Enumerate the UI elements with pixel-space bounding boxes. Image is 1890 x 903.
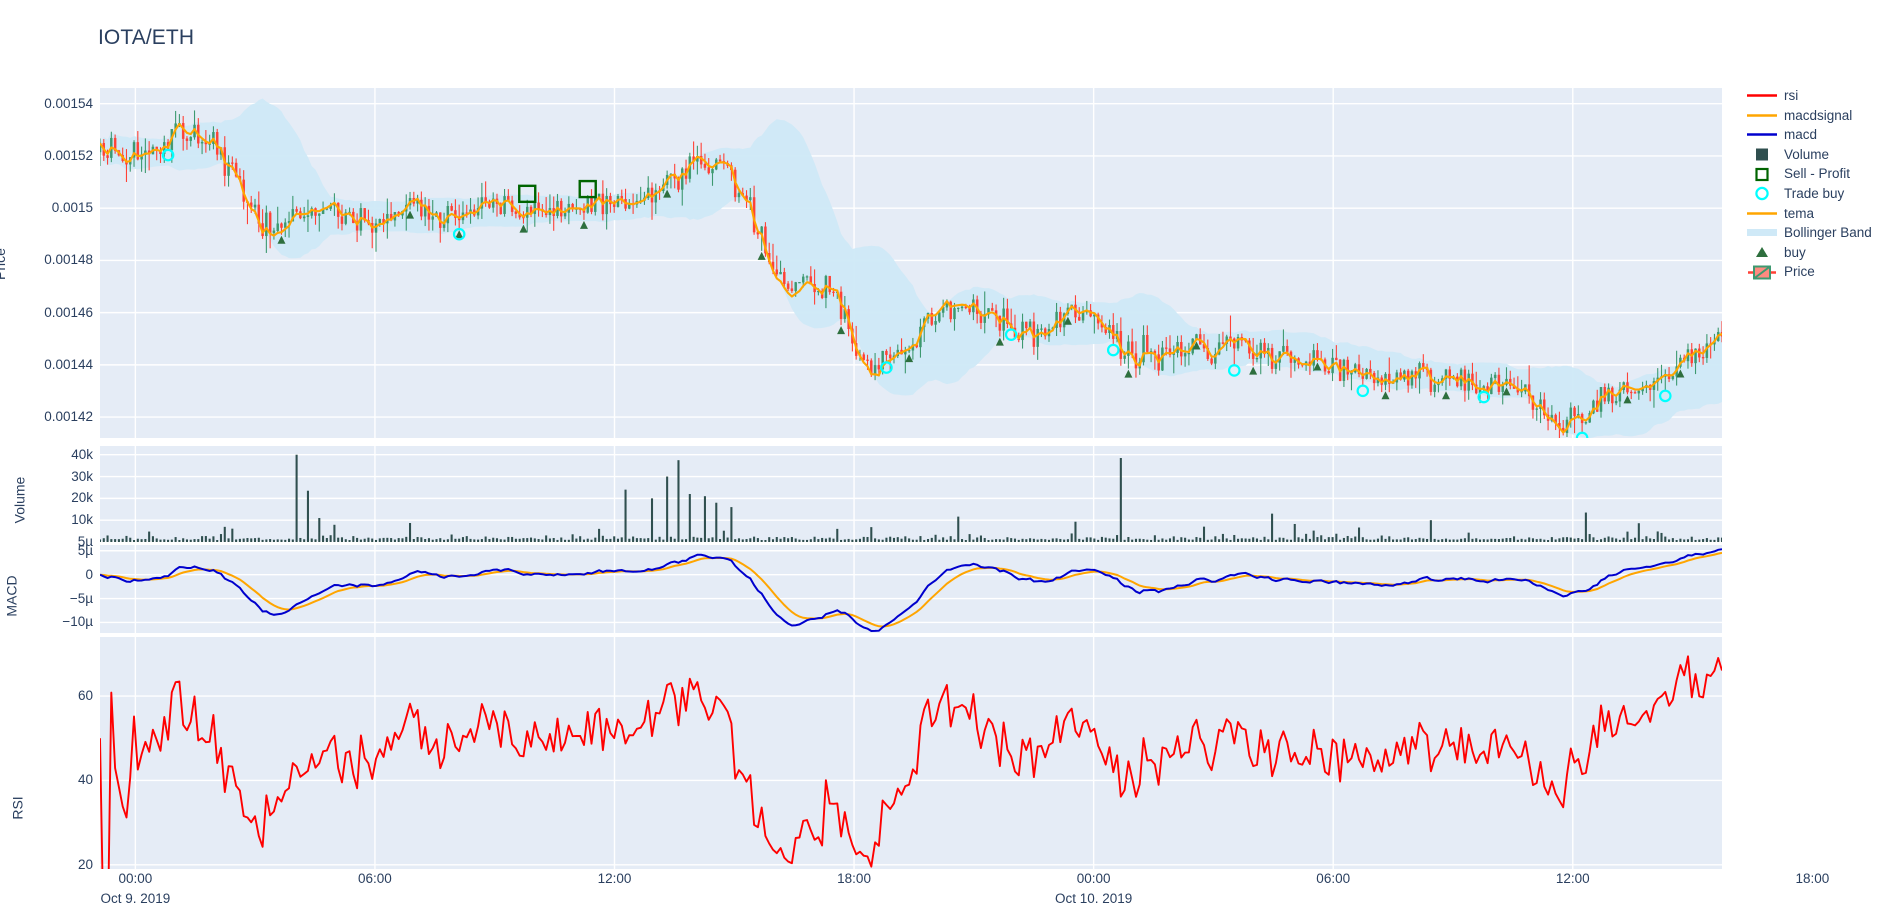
price-axis-title: Price (0, 248, 8, 280)
x-tick-4: 00:00 (1076, 871, 1111, 886)
x-tick-5: 06:00 (1316, 871, 1351, 886)
macd-plot-svg (100, 545, 1722, 633)
x-tick-0: 00:00 (118, 871, 153, 886)
macd-subplot[interactable] (100, 545, 1722, 633)
legend-item-sell-profit[interactable]: Sell - Profit (1745, 164, 1890, 184)
legend-item-price[interactable]: Price (1745, 262, 1890, 282)
macd-ytick-1: 0 (85, 566, 93, 582)
macd-ytick-3: −10µ (62, 614, 93, 630)
legend-item-macdsignal[interactable]: macdsignal (1745, 106, 1890, 126)
page-title: IOTA/ETH (98, 26, 195, 49)
legend-item-label: Price (1784, 264, 1815, 280)
rsi-plot-svg (100, 637, 1722, 869)
rsi-ytick-1: 40 (77, 772, 93, 788)
price-ytick-4: 0.00146 (44, 304, 93, 320)
x-tick-7: 18:00 (1795, 871, 1830, 886)
legend-item-macd[interactable]: macd (1745, 125, 1890, 145)
y-axis-tick-labels: 0.00154 0.00152 0.0015 0.00148 0.00146 0.0014… (0, 0, 100, 903)
legend-item-volume[interactable]: Volume (1745, 145, 1890, 165)
volume-plot-svg (100, 446, 1722, 542)
price-ytick-3: 0.00148 (44, 252, 93, 268)
legend-item-trade-buy[interactable]: Trade buy (1745, 184, 1890, 204)
macd-ytick-0: 5µ (77, 542, 93, 558)
line-icon (1745, 106, 1779, 125)
open-circle-icon (1745, 184, 1779, 203)
legend-item-label: macd (1784, 127, 1818, 143)
legend-item-label: tema (1784, 205, 1815, 221)
price-subplot[interactable] (100, 88, 1722, 438)
macd-ytick-2: −5µ (69, 590, 93, 606)
price-ytick-1: 0.00152 (44, 147, 93, 163)
x-date-label-1: Oct 10, 2019 (1054, 891, 1133, 903)
line-icon (1745, 125, 1779, 144)
x-tick-6: 12:00 (1555, 871, 1590, 886)
volume-subplot[interactable] (100, 446, 1722, 542)
line-icon (1745, 86, 1779, 105)
legend-item-tema[interactable]: tema (1745, 204, 1890, 224)
open-square-icon (1745, 165, 1779, 184)
legend-item-label: Sell - Profit (1784, 166, 1851, 182)
x-tick-1: 06:00 (358, 871, 392, 886)
x-tick-3: 18:00 (837, 871, 871, 886)
legend-item-buy[interactable]: buy (1745, 243, 1890, 263)
chart-legend[interactable]: rsi macdsignal macd Volume Sell - Profit Trad… (1745, 86, 1890, 282)
rsi-ytick-0: 60 (77, 688, 93, 704)
legend-item-label: Trade buy (1784, 186, 1845, 202)
legend-item-rsi[interactable]: rsi (1745, 86, 1890, 106)
price-ytick-0: 0.00154 (44, 95, 93, 111)
price-ytick-5: 0.00144 (44, 356, 93, 372)
legend-item-label: rsi (1784, 88, 1799, 104)
filled-square-icon (1745, 145, 1779, 164)
triangle-up-icon (1745, 243, 1779, 262)
legend-item-label: Bollinger Band (1784, 225, 1872, 241)
price-ytick-2: 0.0015 (51, 200, 93, 216)
price-ytick-6: 0.00142 (44, 409, 93, 425)
band-icon (1745, 223, 1779, 242)
x-tick-2: 12:00 (597, 871, 632, 886)
legend-item-bollinger-band[interactable]: Bollinger Band (1745, 223, 1890, 243)
rsi-axis-title: RSI (9, 796, 26, 820)
legend-item-label: buy (1784, 244, 1806, 260)
x-date-label-0: Oct 9, 2019 (100, 891, 171, 903)
price-plot-svg (100, 88, 1722, 438)
line-icon (1745, 204, 1779, 223)
volume-ytick-4: 5µ (77, 534, 93, 549)
rsi-subplot[interactable] (100, 637, 1722, 869)
legend-item-label: Volume (1784, 146, 1830, 162)
macd-axis-title: MACD (3, 575, 20, 617)
volume-ytick-0: 40k (71, 446, 93, 462)
volume-axis-title: Volume (11, 476, 28, 524)
candlestick-icon (1745, 263, 1779, 282)
rsi-ytick-2: 20 (77, 856, 93, 872)
legend-item-label: macdsignal (1784, 107, 1853, 123)
